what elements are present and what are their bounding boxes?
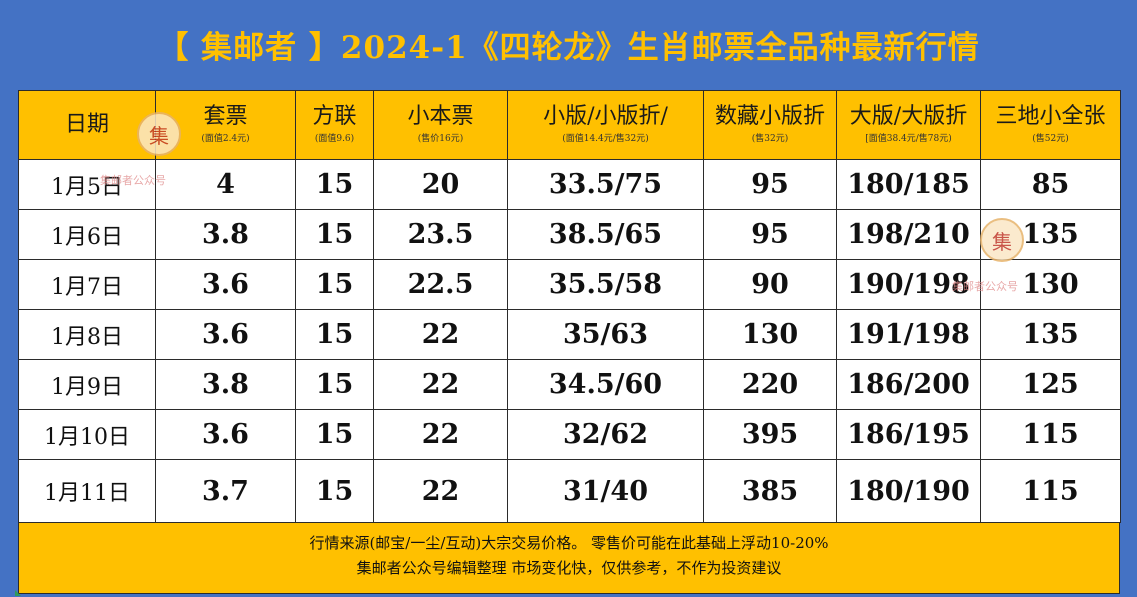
price-cell: 3.8 <box>155 359 296 410</box>
price-cell: 20 <box>373 159 508 210</box>
price-cell: 35/63 <box>507 309 704 360</box>
price-cell: 198/210 <box>836 209 981 260</box>
price-cell: 3.8 <box>155 209 296 260</box>
column-header-label: 大版/大版折 <box>849 104 968 129</box>
column-header-price-note: (售52元) <box>1032 134 1069 144</box>
price-cell: 3.7 <box>155 459 296 523</box>
price-cell: 15 <box>295 159 374 210</box>
column-header-price-note: (售价16元) <box>417 134 464 144</box>
price-cell: 90 <box>703 259 837 310</box>
price-cell: 220 <box>703 359 837 410</box>
column-header-price-note: (售32元) <box>751 134 789 144</box>
header-row: 日期 套票 (面值2.4元) 方联 (面值9.6) 小本票 (售价16元) 小版/小版折/ (面… <box>18 90 1121 160</box>
price-cell: 15 <box>295 409 374 460</box>
column-header: 套票 (面值2.4元) <box>155 90 296 160</box>
date-cell: 1月6日 <box>18 209 156 260</box>
column-header-label: 数藏小版折 <box>714 104 825 129</box>
table-body: 1月5日 4 15 20 33.5/75 95 180/185 85 1月6日 3.8 15 23.5… <box>18 159 1121 523</box>
page-title: 【 集邮者 】2024-1《四轮龙》生肖邮票全品种最新行情 <box>157 30 980 66</box>
column-header: 数藏小版折 (售32元) <box>703 90 837 160</box>
price-cell: 3.6 <box>155 309 296 360</box>
footer-line-2: 集邮者公众号编辑整理 市场变化快，仅供参考，不作为投资建议 <box>356 559 782 577</box>
table-row: 1月11日 3.7 15 22 31/40 385 180/190 115 <box>18 459 1121 523</box>
column-header-price-note: (面值9.6) <box>314 134 355 144</box>
date-cell: 1月9日 <box>18 359 156 410</box>
price-cell: 15 <box>295 459 374 523</box>
column-header-label: 方联 <box>312 104 357 129</box>
date-cell: 1月7日 <box>18 259 156 310</box>
price-table: 日期 套票 (面值2.4元) 方联 (面值9.6) 小本票 (售价16元) 小版/小版折/ (面… <box>18 90 1121 523</box>
price-cell: 38.5/65 <box>507 209 704 260</box>
column-header-price-note: (面值14.4元/售32元) <box>562 134 649 144</box>
column-header-label: 小本票 <box>407 104 474 129</box>
table-row: 1月5日 4 15 20 33.5/75 95 180/185 85 <box>18 159 1121 210</box>
column-header-price-note: (面值2.4元) <box>201 134 250 144</box>
price-cell: 180/185 <box>836 159 981 210</box>
price-cell: 34.5/60 <box>507 359 704 410</box>
price-cell: 32/62 <box>507 409 704 460</box>
footer-note: 行情来源(邮宝/一尘/互动)大宗交易价格。 零售价可能在此基础上浮动10-20%… <box>18 523 1120 594</box>
price-cell: 95 <box>703 159 837 210</box>
table-row: 1月7日 3.6 15 22.5 35.5/58 90 190/198 130 <box>18 259 1121 310</box>
price-cell: 135 <box>980 309 1121 360</box>
price-cell: 190/198 <box>836 259 981 310</box>
column-header: 方联 (面值9.6) <box>295 90 374 160</box>
date-cell: 1月5日 <box>18 159 156 210</box>
price-cell: 23.5 <box>373 209 508 260</box>
date-cell: 1月11日 <box>18 459 156 523</box>
price-cell: 22 <box>373 459 508 523</box>
price-cell: 186/195 <box>836 409 981 460</box>
price-cell: 395 <box>703 409 837 460</box>
price-cell: 130 <box>980 259 1121 310</box>
price-cell: 3.6 <box>155 259 296 310</box>
price-cell: 95 <box>703 209 837 260</box>
column-header-label: 三地小全张 <box>995 104 1106 129</box>
price-cell: 115 <box>980 409 1121 460</box>
price-cell: 22 <box>373 309 508 360</box>
price-cell: 15 <box>295 359 374 410</box>
table-row: 1月9日 3.8 15 22 34.5/60 220 186/200 125 <box>18 359 1121 410</box>
price-cell: 180/190 <box>836 459 981 523</box>
price-cell: 85 <box>980 159 1121 210</box>
footer-line-1: 行情来源(邮宝/一尘/互动)大宗交易价格。 零售价可能在此基础上浮动10-20% <box>309 534 829 552</box>
column-header: 小本票 (售价16元) <box>373 90 508 160</box>
price-table-container: 日期 套票 (面值2.4元) 方联 (面值9.6) 小本票 (售价16元) 小版/小版折/ (面… <box>18 90 1121 594</box>
watermark-text: 集邮者公众号 <box>100 174 166 187</box>
seal-watermark-icon-2: 集 <box>980 218 1024 262</box>
column-header-price-note: [面值38.4元/售78元) <box>865 134 952 144</box>
column-header: 日期 <box>18 90 156 160</box>
column-header: 大版/大版折 [面值38.4元/售78元) <box>836 90 981 160</box>
column-header-label: 小版/小版折/ <box>543 104 668 129</box>
price-cell: 385 <box>703 459 837 523</box>
price-cell: 15 <box>295 209 374 260</box>
table-row: 1月6日 3.8 15 23.5 38.5/65 95 198/210 135 <box>18 209 1121 260</box>
seal-watermark-icon: 集 <box>137 112 181 156</box>
price-cell: 186/200 <box>836 359 981 410</box>
price-cell: 191/198 <box>836 309 981 360</box>
watermark-text-2: 集邮者公众号 <box>952 280 1018 293</box>
date-cell: 1月10日 <box>18 409 156 460</box>
price-cell: 22 <box>373 359 508 410</box>
column-header: 小版/小版折/ (面值14.4元/售32元) <box>507 90 704 160</box>
price-cell: 3.6 <box>155 409 296 460</box>
date-cell: 1月8日 <box>18 309 156 360</box>
table-row: 1月8日 3.6 15 22 35/63 130 191/198 135 <box>18 309 1121 360</box>
corner-marker-icon <box>15 590 21 596</box>
column-header-label: 日期 <box>64 112 109 137</box>
price-cell: 22.5 <box>373 259 508 310</box>
table-row: 1月10日 3.6 15 22 32/62 395 186/195 115 <box>18 409 1121 460</box>
price-cell: 125 <box>980 359 1121 410</box>
column-header: 三地小全张 (售52元) <box>980 90 1121 160</box>
price-cell: 4 <box>155 159 296 210</box>
price-cell: 31/40 <box>507 459 704 523</box>
price-cell: 33.5/75 <box>507 159 704 210</box>
price-cell: 22 <box>373 409 508 460</box>
price-cell: 15 <box>295 259 374 310</box>
price-cell: 15 <box>295 309 374 360</box>
price-cell: 130 <box>703 309 837 360</box>
price-cell: 115 <box>980 459 1121 523</box>
column-header-label: 套票 <box>203 104 248 129</box>
price-cell: 35.5/58 <box>507 259 704 310</box>
